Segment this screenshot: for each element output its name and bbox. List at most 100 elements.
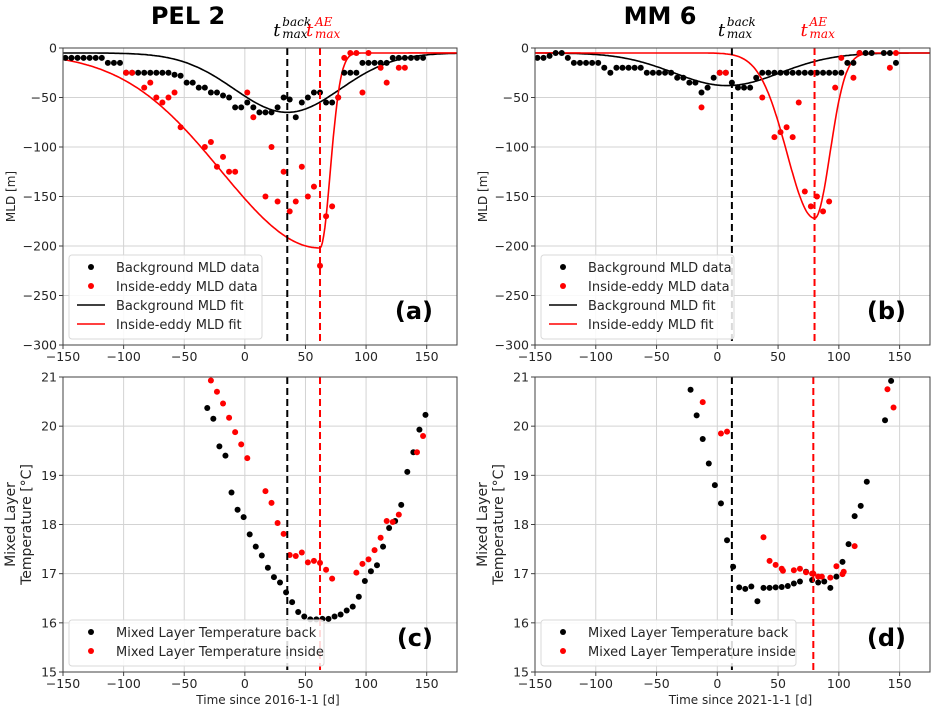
data-point bbox=[748, 583, 755, 590]
data-point bbox=[213, 163, 220, 170]
data-point bbox=[649, 69, 656, 76]
data-point bbox=[244, 89, 251, 96]
data-point bbox=[687, 386, 694, 393]
x-tick-label: 50 bbox=[770, 349, 786, 364]
data-point bbox=[724, 428, 731, 435]
data-point bbox=[165, 69, 172, 76]
data-point bbox=[367, 568, 374, 575]
data-point bbox=[765, 69, 772, 76]
data-point bbox=[886, 64, 893, 71]
data-point bbox=[317, 559, 324, 566]
legend-label: Mixed Layer Temperature inside bbox=[116, 645, 324, 660]
data-point bbox=[159, 69, 166, 76]
plot-area bbox=[63, 48, 457, 345]
tmax-base: t bbox=[718, 20, 726, 41]
data-point bbox=[341, 54, 348, 61]
data-point bbox=[280, 530, 287, 537]
x-tick-label: 150 bbox=[888, 676, 912, 691]
data-point bbox=[323, 99, 330, 106]
data-point bbox=[625, 64, 632, 71]
data-point bbox=[329, 203, 336, 210]
data-point bbox=[292, 552, 299, 559]
data-point bbox=[262, 488, 269, 495]
data-point bbox=[204, 404, 211, 411]
data-point bbox=[838, 54, 845, 61]
data-point bbox=[304, 94, 311, 101]
x-tick-label: −50 bbox=[171, 676, 197, 691]
data-point bbox=[63, 54, 69, 61]
data-point bbox=[147, 69, 154, 76]
data-point bbox=[631, 64, 638, 71]
data-point bbox=[583, 59, 590, 66]
data-point bbox=[323, 213, 330, 220]
x-tick-label: −150 bbox=[518, 349, 552, 364]
data-point bbox=[398, 501, 405, 508]
y-tick-label: −100 bbox=[23, 140, 57, 155]
data-point bbox=[668, 69, 675, 76]
data-point bbox=[772, 561, 779, 568]
data-point bbox=[359, 560, 366, 567]
data-point bbox=[310, 89, 317, 96]
data-point bbox=[92, 54, 99, 61]
data-point bbox=[289, 599, 296, 606]
data-point bbox=[347, 49, 354, 56]
data-point bbox=[353, 69, 360, 76]
data-point bbox=[240, 514, 247, 521]
data-point bbox=[704, 84, 711, 91]
data-point bbox=[535, 54, 541, 61]
legend-marker-point bbox=[560, 264, 566, 270]
x-tick-label: 150 bbox=[888, 349, 912, 364]
data-point bbox=[377, 534, 384, 541]
data-point bbox=[226, 94, 233, 101]
legend-label: Background MLD fit bbox=[588, 299, 716, 314]
data-point bbox=[250, 114, 257, 121]
data-point bbox=[310, 183, 317, 190]
data-point bbox=[280, 94, 287, 101]
y-tick-label: −100 bbox=[495, 140, 529, 155]
data-point bbox=[277, 579, 284, 586]
legend-marker-point bbox=[560, 629, 566, 635]
data-point bbox=[226, 168, 233, 175]
tmax-base: t bbox=[801, 20, 809, 41]
data-point bbox=[796, 578, 803, 585]
data-point bbox=[207, 89, 214, 96]
data-point bbox=[699, 399, 706, 406]
x-tick-label: −150 bbox=[518, 676, 552, 691]
y-tick-label: −200 bbox=[23, 239, 57, 254]
data-point bbox=[183, 79, 190, 86]
panel-tag: (b) bbox=[867, 297, 906, 325]
data-point bbox=[595, 59, 602, 66]
data-point bbox=[220, 153, 227, 160]
data-point bbox=[777, 129, 784, 136]
y-tick-label: 0 bbox=[49, 41, 57, 56]
data-point bbox=[238, 104, 245, 111]
data-point bbox=[234, 506, 241, 513]
column-title: PEL 2 bbox=[151, 2, 225, 30]
data-point bbox=[250, 104, 257, 111]
legend: Background MLD data Inside-eddy MLD data B… bbox=[540, 254, 735, 340]
x-tick-label: −150 bbox=[46, 676, 80, 691]
data-point bbox=[760, 534, 767, 541]
x-tick-label: −100 bbox=[106, 349, 140, 364]
data-point bbox=[845, 541, 852, 548]
data-point bbox=[790, 567, 797, 574]
data-point bbox=[863, 478, 870, 485]
data-point bbox=[359, 89, 366, 96]
data-point bbox=[613, 64, 620, 71]
legend-marker-point bbox=[88, 264, 94, 270]
data-point bbox=[353, 49, 360, 56]
data-point bbox=[298, 163, 305, 170]
data-point bbox=[365, 556, 372, 563]
legend-label: Inside-eddy MLD fit bbox=[588, 318, 714, 333]
data-point bbox=[826, 69, 833, 76]
panel-tag: (a) bbox=[395, 297, 433, 325]
data-point bbox=[153, 69, 160, 76]
y-tick-label: 18 bbox=[41, 517, 57, 532]
data-point bbox=[717, 500, 724, 507]
plot-area bbox=[535, 48, 930, 345]
data-point bbox=[662, 69, 669, 76]
data-point bbox=[389, 519, 396, 526]
